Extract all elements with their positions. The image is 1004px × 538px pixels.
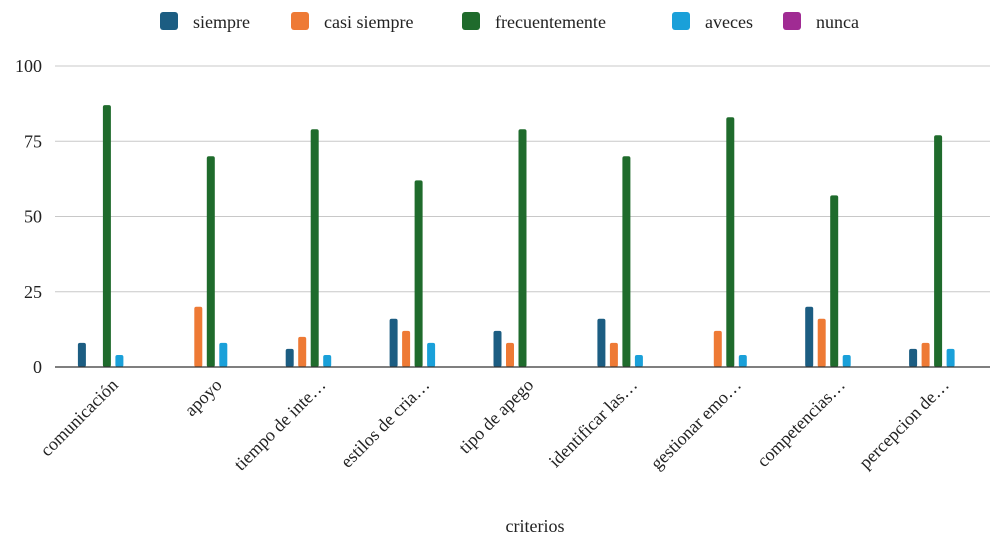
y-tick-label: 75	[24, 131, 42, 151]
bar-aveces-6	[634, 355, 643, 367]
y-axis-ticks: 0 25 50 75 100	[15, 56, 42, 377]
bar-frecuentemente-1	[102, 105, 111, 367]
legend-label: frecuentemente	[495, 12, 606, 32]
y-tick-label: 0	[33, 357, 42, 377]
x-axis-title: criterios	[506, 516, 565, 536]
bar-aveces-2	[219, 342, 228, 367]
y-tick-label: 50	[24, 207, 42, 227]
bar-aveces-3	[323, 355, 332, 367]
bar-siempre-3	[285, 348, 294, 367]
bar-casi-siempre-4	[402, 330, 411, 367]
bar-casi-siempre-5	[506, 342, 514, 367]
legend: siempre casi siempre frecuentemente aveces n…	[160, 12, 859, 32]
x-tick-label: comunicación	[36, 375, 122, 461]
bar-frecuentemente-7	[726, 117, 735, 367]
bar-aveces-9	[946, 348, 955, 367]
x-tick-label: identificar las…	[545, 375, 641, 471]
legend-label: nunca	[816, 12, 859, 32]
x-tick-label: competencias…	[753, 375, 849, 471]
x-tick-label: tipo de apego	[455, 375, 538, 458]
bar-frecuentemente-9	[934, 135, 943, 367]
x-tick-label: estilos de cria…	[337, 375, 434, 472]
bar-siempre-4	[389, 318, 398, 367]
bar-casi-siempre-3	[298, 336, 307, 367]
bar-aveces-1	[115, 355, 124, 367]
y-tick-label: 25	[24, 282, 42, 302]
x-tick-label: apoyo	[180, 375, 225, 420]
bar-casi-siempre-9	[921, 342, 930, 367]
legend-swatch-casi-siempre	[291, 12, 309, 30]
legend-swatch-siempre	[160, 12, 178, 30]
bar-siempre-8	[805, 306, 814, 367]
bar-casi-siempre-7	[713, 330, 722, 367]
bar-frecuentemente-6	[622, 156, 631, 367]
bar-frecuentemente-5	[518, 129, 527, 367]
y-tick-label: 100	[15, 56, 42, 76]
bar-frecuentemente-4	[414, 180, 423, 367]
bar-siempre-5	[493, 330, 502, 367]
legend-label: casi siempre	[324, 12, 413, 32]
bar-siempre-9	[909, 348, 918, 367]
bar-frecuentemente-3	[310, 129, 319, 367]
legend-label: siempre	[193, 12, 250, 32]
bar-frecuentemente-8	[830, 195, 839, 367]
legend-swatch-aveces	[672, 12, 690, 30]
x-tick-label: percepcion de…	[855, 375, 953, 473]
bar-aveces-4	[427, 342, 436, 367]
x-tick-label: gestionar emo…	[646, 375, 745, 474]
bar-casi-siempre-8	[817, 318, 826, 367]
bar-casi-siempre-6	[609, 342, 618, 367]
legend-swatch-nunca	[783, 12, 801, 30]
bar-siempre-6	[597, 318, 606, 367]
bar-frecuentemente-2	[206, 156, 215, 367]
x-axis-ticks: comunicación apoyo tiempo de inte… estilos …	[36, 375, 953, 475]
bar-aveces-7	[738, 355, 747, 367]
bar-aveces-8	[842, 355, 851, 367]
bar-siempre-1	[77, 342, 86, 367]
bars	[77, 105, 955, 367]
bar-casi-siempre-2	[194, 306, 203, 367]
legend-label: aveces	[705, 12, 753, 32]
legend-swatch-frecuentemente	[462, 12, 480, 30]
x-tick-label: tiempo de inte…	[230, 375, 330, 475]
